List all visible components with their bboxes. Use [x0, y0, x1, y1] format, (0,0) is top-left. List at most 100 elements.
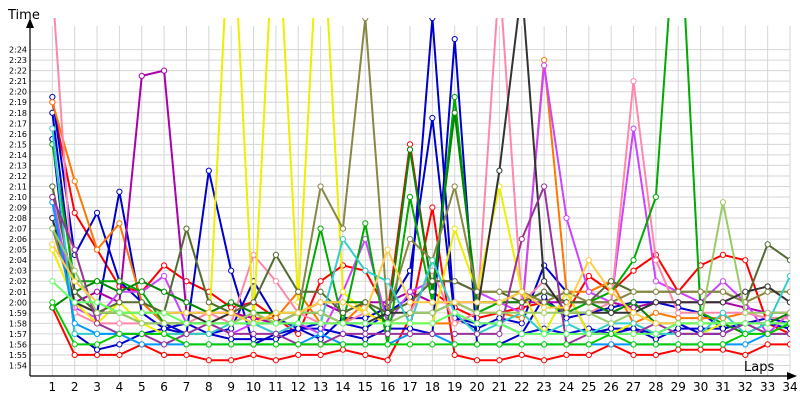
- data-point: [786, 325, 790, 332]
- data-point: [205, 309, 212, 316]
- data-point: [496, 330, 503, 337]
- x-tick-label: 15: [358, 380, 373, 394]
- series-line: [51, 280, 790, 335]
- data-point: [339, 341, 347, 348]
- data-point: [697, 325, 704, 332]
- data-point: [250, 330, 257, 337]
- data-point: [406, 320, 414, 327]
- data-point: [652, 320, 659, 327]
- data-point: [362, 351, 369, 359]
- y-tick-label: 2:13: [9, 161, 27, 170]
- data-point: [719, 288, 727, 295]
- y-tick-label: 2:20: [9, 88, 27, 97]
- data-point: [608, 304, 615, 311]
- data-point: [473, 357, 481, 364]
- data-point: [228, 336, 235, 343]
- x-tick-label: 27: [626, 380, 641, 394]
- data-point: [71, 246, 78, 253]
- data-point: [161, 341, 168, 348]
- data-point: [317, 299, 324, 306]
- data-point: [406, 341, 414, 348]
- data-point: [719, 299, 727, 306]
- data-point: [362, 330, 369, 337]
- x-tick-label: 30: [693, 380, 708, 394]
- data-point: [384, 246, 391, 253]
- data-point: [429, 18, 436, 22]
- y-tick-label: 2:00: [9, 298, 27, 307]
- data-point: [295, 330, 302, 337]
- data-point: [518, 351, 525, 359]
- data-point: [317, 330, 324, 337]
- data-point: [585, 341, 592, 348]
- data-point: [764, 341, 771, 348]
- data-point: [742, 257, 749, 264]
- data-point: [697, 288, 704, 295]
- data-point: [630, 288, 637, 295]
- data-point: [541, 293, 548, 301]
- data-point: [473, 288, 481, 295]
- data-point: [652, 330, 659, 337]
- data-point: [496, 288, 503, 295]
- data-point: [608, 288, 615, 295]
- data-point: [652, 278, 659, 285]
- data-point: [786, 320, 790, 327]
- axes: [26, 18, 797, 380]
- x-tick-label: 13: [313, 380, 328, 394]
- data-point: [295, 325, 302, 332]
- y-tick-label: 1:57: [9, 330, 27, 339]
- x-tick-label: 8: [205, 380, 213, 394]
- series-11: [49, 18, 790, 348]
- data-point: [719, 199, 727, 206]
- data-point: [608, 325, 615, 332]
- data-point: [93, 341, 101, 348]
- data-point: [429, 288, 436, 295]
- data-point: [49, 225, 56, 232]
- data-point: [496, 167, 503, 174]
- data-point: [161, 330, 168, 337]
- data-point: [49, 299, 56, 306]
- data-point: [742, 320, 749, 327]
- data-point: [429, 341, 436, 348]
- data-point: [541, 341, 548, 348]
- data-point: [161, 288, 168, 295]
- data-point: [496, 299, 503, 306]
- data-point: [786, 314, 790, 322]
- data-point: [161, 325, 168, 332]
- data-point: [339, 225, 347, 232]
- data-point: [473, 309, 481, 316]
- data-point: [317, 351, 324, 359]
- y-tick-label: 2:12: [9, 172, 27, 181]
- data-point: [563, 309, 570, 316]
- data-point: [451, 299, 458, 306]
- data-point: [518, 341, 525, 348]
- data-point: [339, 320, 347, 327]
- data-point: [630, 125, 637, 132]
- data-point: [138, 72, 145, 80]
- data-point: [295, 288, 302, 295]
- data-point: [473, 330, 481, 337]
- x-tick-label: 23: [536, 380, 551, 394]
- data-point: [608, 330, 615, 337]
- data-point: [362, 341, 369, 348]
- data-point: [675, 309, 682, 316]
- data-point: [93, 209, 101, 216]
- data-point: [205, 341, 212, 348]
- data-point: [250, 336, 257, 343]
- x-tick-label: 33: [760, 380, 775, 394]
- data-point: [317, 341, 324, 348]
- data-point: [429, 114, 436, 122]
- data-point: [541, 357, 548, 364]
- data-point: [585, 330, 592, 337]
- data-point: [541, 304, 548, 311]
- data-point: [362, 325, 369, 332]
- data-point: [93, 330, 101, 337]
- data-point: [339, 236, 347, 243]
- data-point: [138, 288, 145, 295]
- data-point: [451, 109, 458, 116]
- x-tick-label: 11: [268, 380, 283, 394]
- data-point: [496, 341, 503, 348]
- data-point: [228, 341, 235, 348]
- data-point: [339, 299, 347, 306]
- data-point: [563, 304, 570, 311]
